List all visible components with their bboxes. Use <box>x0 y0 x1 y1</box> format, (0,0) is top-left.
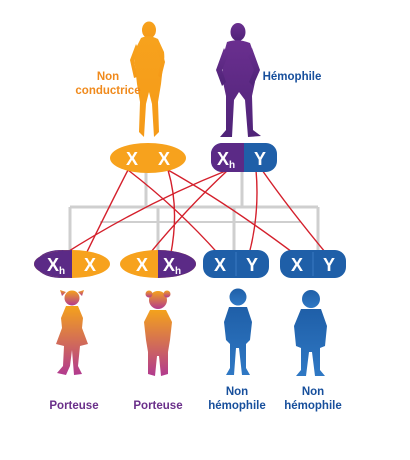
svg-text:Xh: Xh <box>163 255 181 277</box>
child-4-chromosome-a: X <box>291 255 303 275</box>
child-4-label: Non hémophile <box>280 385 346 413</box>
mother-chromosome-1: X <box>126 149 138 169</box>
child-3-chromosome-b: Y <box>246 255 258 275</box>
man-silhouette-icon <box>216 23 261 137</box>
inheritance-lines <box>57 169 331 259</box>
mother-chromosome-2: X <box>158 149 170 169</box>
child-4-chromosome-b: Y <box>323 255 335 275</box>
father-chromosome-1: X <box>217 149 229 169</box>
mother-label: Non conductrice <box>68 70 148 98</box>
child-2-chromosome-a: X <box>136 255 148 275</box>
mother-label-line1: Non <box>96 71 120 83</box>
child-2-label: Porteuse <box>128 399 188 413</box>
child-2-chromosome-pill: X Xh <box>120 250 196 278</box>
pedigree-tree <box>68 168 320 265</box>
child-2-label-line1: Porteuse <box>133 400 183 412</box>
father-chromosome-2: Y <box>254 149 266 169</box>
father-chromosome-pill: Xh Y <box>211 143 277 172</box>
father-label-text: Hémophile <box>262 71 322 83</box>
mother-chromosome-pill: X X <box>110 143 186 173</box>
father-label: Hémophile <box>255 70 329 84</box>
girl-silhouette-icon <box>56 290 88 375</box>
woman-silhouette-icon <box>130 21 165 137</box>
child-1-chromosome-a: X <box>47 255 59 275</box>
child-4-chromosome-pill: X Y <box>280 250 346 278</box>
girl-silhouette-icon <box>144 290 172 376</box>
boy-silhouette-icon <box>224 288 252 375</box>
svg-text:Xh: Xh <box>217 149 235 171</box>
child-1-chromosome-b: X <box>84 255 96 275</box>
child-3-label: Non hémophile <box>204 385 270 413</box>
father-chromosome-1-subscript: h <box>229 160 235 171</box>
child-3-chromosome-a: X <box>214 255 226 275</box>
child-4-label-line1: Non <box>301 386 325 398</box>
svg-text:Xh: Xh <box>47 255 65 277</box>
child-2-chromosome-b: X <box>163 255 175 275</box>
child-1-chromosome-a-subscript: h <box>59 266 65 277</box>
child-4-label-line2: hémophile <box>284 400 342 412</box>
mother-label-line2: conductrice <box>75 85 141 97</box>
child-2-chromosome-b-subscript: h <box>175 266 181 277</box>
child-3-chromosome-pill: X Y <box>203 250 269 278</box>
boy-silhouette-icon <box>294 290 327 376</box>
child-1-label: Porteuse <box>44 399 104 413</box>
child-3-label-line2: hémophile <box>208 400 266 412</box>
child-1-label-line1: Porteuse <box>49 400 99 412</box>
child-1-chromosome-pill: Xh X <box>34 250 110 278</box>
child-3-label-line1: Non <box>225 386 249 398</box>
